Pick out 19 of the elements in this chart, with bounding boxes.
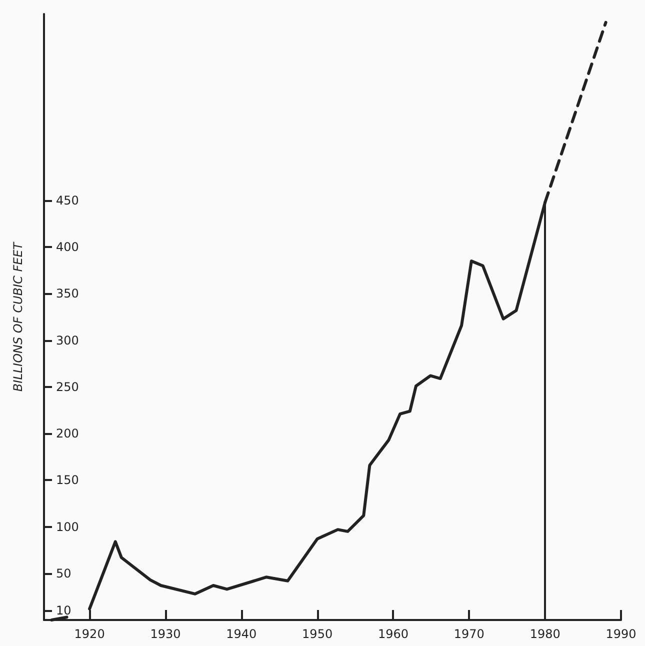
y-tick-label: 50 [56, 566, 72, 580]
x-tick-label: 1980 [530, 627, 560, 641]
x-tick-label: 1920 [74, 627, 105, 641]
y-tick-label: 150 [56, 473, 79, 488]
x-tick-label: 1970 [454, 627, 484, 641]
y-tick-label: 10 [56, 604, 72, 618]
x-tick-label: 1930 [150, 627, 181, 641]
y-tick-label: 200 [56, 426, 79, 441]
y-tick-label: 400 [56, 240, 79, 254]
y-tick-label: 100 [56, 520, 79, 534]
y-tick-label: 300 [56, 333, 79, 348]
x-tick-label: 1940 [226, 627, 257, 641]
y-axis-title: BILLIONS OF CUBIC FEET [11, 240, 25, 392]
x-tick-label: 1950 [302, 627, 333, 641]
y-tick-label: 450 [56, 193, 79, 208]
x-tick-label: 1960 [378, 627, 409, 641]
y-tick-label: 350 [56, 286, 79, 301]
y-tick-label: 250 [56, 380, 79, 394]
x-tick-label: 1990 [606, 627, 636, 641]
